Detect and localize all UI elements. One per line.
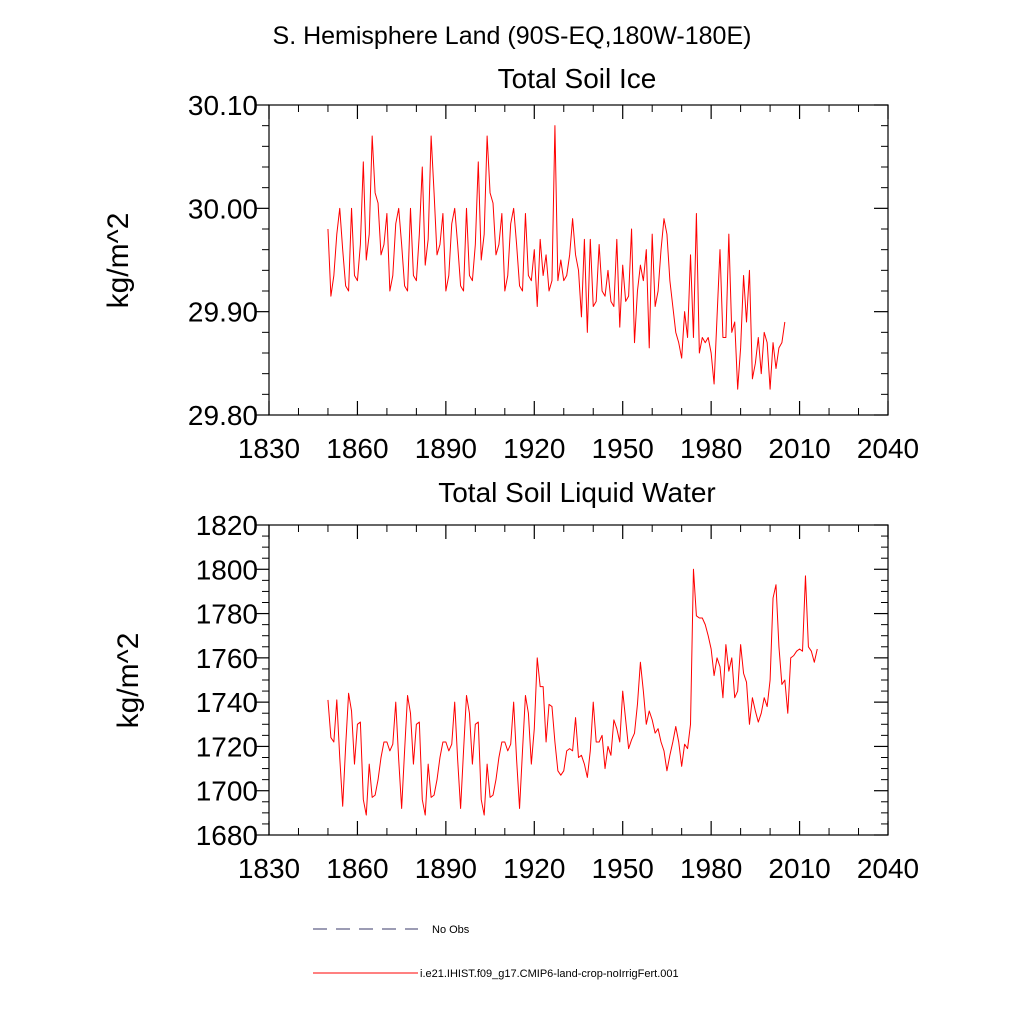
y-tick-label: 30.00 bbox=[188, 193, 258, 224]
y-tick-label: 1680 bbox=[196, 820, 258, 851]
chart-series bbox=[327, 125, 786, 390]
chart-title: Total Soil Liquid Water bbox=[438, 477, 716, 508]
x-tick-label: 2040 bbox=[857, 853, 919, 884]
x-tick-label: 1830 bbox=[238, 433, 300, 464]
legend-entry-model-run: i.e21.IHIST.f09_g17.CMIP6-land-crop-noIr… bbox=[313, 968, 679, 980]
y-tick-label: 1820 bbox=[196, 510, 258, 541]
series-line bbox=[327, 125, 786, 390]
x-tick-label: 2010 bbox=[768, 853, 830, 884]
axis-tick-labels: 1830 1860 1890 1920 1950 1980 2010 2040 1680 1700… bbox=[196, 510, 919, 884]
y-tick-label: 1740 bbox=[196, 687, 258, 718]
chart-series bbox=[327, 568, 818, 816]
y-tick-label: 1780 bbox=[196, 599, 258, 630]
chart-panel-total-soil-liquid-water: Total Soil Liquid Water kg/m^2 1830 1860 1… bbox=[112, 477, 919, 884]
y-axis-label: kg/m^2 bbox=[112, 633, 145, 729]
x-tick-label: 1890 bbox=[415, 853, 477, 884]
legend-entry-no-obs: No Obs bbox=[313, 924, 470, 936]
y-tick-label: 29.90 bbox=[188, 297, 258, 328]
x-tick-label: 1860 bbox=[326, 853, 388, 884]
chart-title: Total Soil Ice bbox=[498, 63, 657, 94]
axis-tick-labels: 1830 1860 1890 1920 1950 1980 2010 2040 29.80 29.… bbox=[188, 90, 919, 464]
plot-frame bbox=[268, 524, 889, 836]
x-tick-label: 2040 bbox=[857, 433, 919, 464]
x-tick-label: 1920 bbox=[503, 433, 565, 464]
series-line bbox=[327, 568, 818, 816]
legend-label: No Obs bbox=[432, 924, 470, 936]
x-tick-label: 1890 bbox=[415, 433, 477, 464]
x-tick-label: 2010 bbox=[768, 433, 830, 464]
y-tick-label: 1800 bbox=[196, 554, 258, 585]
y-tick-label: 1760 bbox=[196, 643, 258, 674]
plot-frame bbox=[268, 104, 889, 416]
y-tick-label: 30.10 bbox=[188, 90, 258, 121]
y-axis-label: kg/m^2 bbox=[102, 213, 135, 309]
x-tick-label: 1860 bbox=[326, 433, 388, 464]
x-tick-label: 1980 bbox=[680, 433, 742, 464]
x-tick-label: 1980 bbox=[680, 853, 742, 884]
y-tick-label: 29.80 bbox=[188, 400, 258, 431]
y-tick-label: 1720 bbox=[196, 731, 258, 762]
figure-supertitle: S. Hemisphere Land (90S-EQ,180W-180E) bbox=[273, 22, 752, 50]
chart-panel-total-soil-ice: Total Soil Ice kg/m^2 1830 1860 1890 1920 19… bbox=[102, 63, 919, 464]
x-tick-label: 1920 bbox=[503, 853, 565, 884]
legend: No Obs i.e21.IHIST.f09_g17.CMIP6-land-cr… bbox=[313, 924, 679, 980]
y-tick-label: 1700 bbox=[196, 776, 258, 807]
x-tick-label: 1830 bbox=[238, 853, 300, 884]
x-tick-label: 1950 bbox=[592, 853, 654, 884]
legend-label: i.e21.IHIST.f09_g17.CMIP6-land-crop-noIr… bbox=[420, 968, 679, 980]
x-tick-label: 1950 bbox=[592, 433, 654, 464]
